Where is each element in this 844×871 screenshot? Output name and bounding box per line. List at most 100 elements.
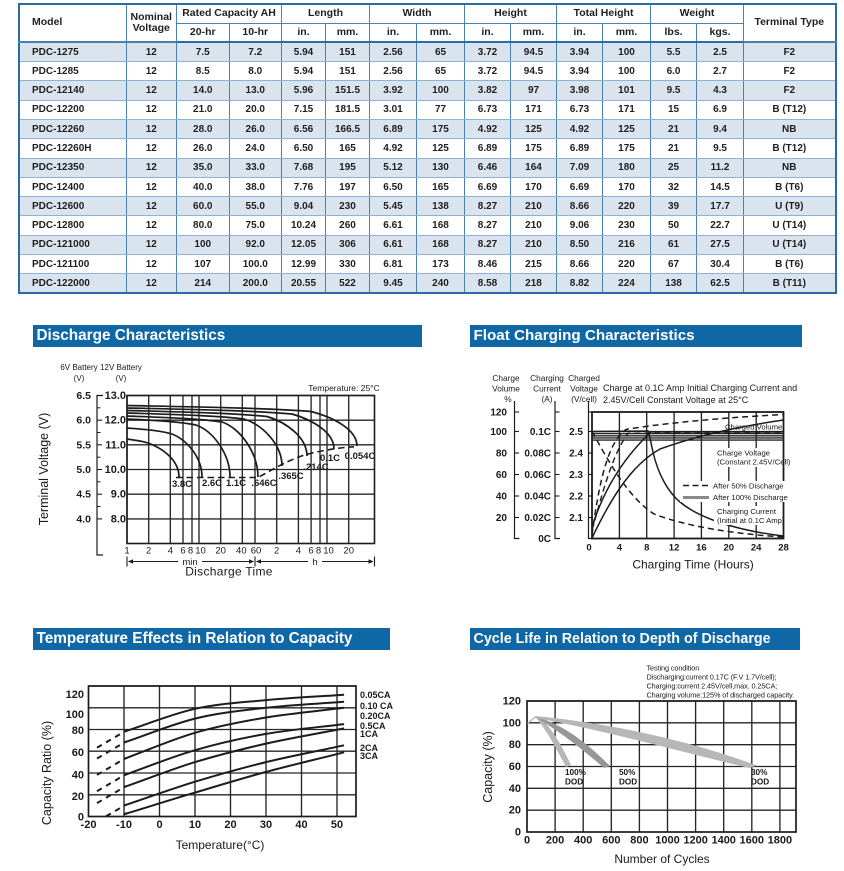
- svg-text:60: 60: [72, 747, 84, 759]
- svg-text:0: 0: [78, 812, 84, 824]
- svg-text:After 50% Discharge: After 50% Discharge: [713, 482, 784, 491]
- svg-text:24: 24: [751, 543, 762, 554]
- svg-text:1200: 1200: [683, 835, 707, 847]
- svg-text:Testing condition: Testing condition: [647, 664, 700, 673]
- svg-text:1: 1: [124, 546, 129, 557]
- svg-text:20: 20: [343, 546, 354, 557]
- svg-text:-10: -10: [116, 819, 132, 831]
- svg-text:Capacity Ratio (%): Capacity Ratio (%): [40, 721, 54, 825]
- svg-text:20: 20: [224, 819, 236, 831]
- svg-text:Charged Volume: Charged Volume: [725, 423, 782, 432]
- svg-text:600: 600: [602, 835, 620, 847]
- svg-text:12.0: 12.0: [105, 415, 126, 427]
- svg-text:20: 20: [724, 543, 735, 554]
- svg-text:0.1C: 0.1C: [530, 427, 551, 438]
- svg-text:2.2: 2.2: [569, 492, 583, 503]
- svg-text:100: 100: [503, 717, 521, 729]
- svg-text:10: 10: [189, 819, 201, 831]
- svg-text:30: 30: [260, 819, 272, 831]
- svg-text:20: 20: [215, 546, 226, 557]
- svg-text:1CA: 1CA: [360, 729, 379, 739]
- svg-text:12V Battery: 12V Battery: [100, 363, 142, 372]
- svg-text:2.6C: 2.6C: [202, 478, 222, 489]
- svg-text:60: 60: [496, 470, 508, 481]
- svg-text:80: 80: [496, 449, 508, 460]
- svg-text:0: 0: [524, 835, 530, 847]
- svg-text:2.3: 2.3: [569, 470, 583, 481]
- svg-text:Charge Voltage: Charge Voltage: [717, 449, 770, 458]
- svg-text:11.0: 11.0: [105, 439, 126, 451]
- svg-text:5.5: 5.5: [76, 439, 91, 451]
- svg-text:4: 4: [296, 546, 301, 557]
- svg-text:28: 28: [778, 543, 789, 554]
- svg-text:.646C: .646C: [251, 478, 276, 489]
- svg-text:2.5: 2.5: [569, 427, 583, 438]
- svg-text:800: 800: [630, 835, 648, 847]
- svg-text:10: 10: [195, 546, 206, 557]
- svg-text:100: 100: [66, 709, 84, 721]
- svg-text:0C: 0C: [538, 534, 551, 545]
- svg-text:60: 60: [251, 546, 262, 557]
- svg-text:-20: -20: [81, 819, 97, 831]
- svg-text:16: 16: [696, 543, 707, 554]
- svg-text:40: 40: [496, 492, 508, 503]
- svg-text:8: 8: [644, 543, 649, 554]
- svg-text:2.4: 2.4: [569, 449, 583, 460]
- svg-text:1400: 1400: [711, 835, 735, 847]
- svg-text:8: 8: [188, 546, 193, 557]
- svg-text:40: 40: [295, 819, 307, 831]
- svg-text:13.0: 13.0: [105, 390, 126, 402]
- svg-text:.214C: .214C: [303, 462, 328, 473]
- svg-text:0: 0: [586, 543, 591, 554]
- svg-text:Charging Current: Charging Current: [717, 507, 777, 516]
- svg-text:0.05CA: 0.05CA: [360, 690, 391, 700]
- svg-text:8.0: 8.0: [111, 513, 126, 525]
- svg-text:60: 60: [509, 761, 521, 773]
- svg-text:%: %: [504, 394, 512, 404]
- svg-text:Number of Cycles: Number of Cycles: [614, 852, 709, 866]
- svg-text:1800: 1800: [768, 835, 792, 847]
- svg-text:Charged: Charged: [568, 373, 600, 383]
- svg-text:40: 40: [509, 783, 521, 795]
- svg-text:20: 20: [509, 805, 521, 817]
- svg-text:120: 120: [490, 408, 507, 419]
- svg-text:400: 400: [574, 835, 592, 847]
- svg-text:3CA: 3CA: [360, 751, 379, 761]
- svg-text:10.0: 10.0: [105, 464, 126, 476]
- svg-text:5.0: 5.0: [76, 464, 91, 476]
- svg-text:(V/cell): (V/cell): [571, 394, 597, 404]
- svg-text:(A): (A): [541, 394, 552, 404]
- svg-text:0.20CA: 0.20CA: [360, 711, 391, 721]
- svg-text:80: 80: [509, 739, 521, 751]
- svg-text:Charging: Charging: [530, 373, 564, 383]
- svg-text:4.5: 4.5: [76, 489, 91, 501]
- svg-text:0.08C: 0.08C: [524, 449, 551, 460]
- svg-text:2.1: 2.1: [569, 513, 583, 524]
- svg-text:120: 120: [66, 689, 84, 701]
- svg-text:Voltage: Voltage: [570, 384, 598, 394]
- svg-text:20: 20: [496, 513, 508, 524]
- svg-text:0.054C: 0.054C: [345, 451, 376, 462]
- svg-text:1000: 1000: [655, 835, 679, 847]
- svg-text:0: 0: [515, 827, 521, 839]
- svg-text:40: 40: [236, 546, 247, 557]
- svg-text:0: 0: [156, 819, 162, 831]
- svg-text:4: 4: [168, 546, 173, 557]
- svg-text:(Constant 2.45V/Cell): (Constant 2.45V/Cell): [717, 458, 791, 467]
- svg-text:Charge: Charge: [492, 373, 520, 383]
- svg-text:3.8C: 3.8C: [172, 479, 192, 490]
- svg-text:0.1C: 0.1C: [320, 453, 340, 464]
- svg-text:Temperature(°C): Temperature(°C): [176, 838, 265, 852]
- svg-text:Charging:current 2.45V/cell,ma: Charging:current 2.45V/cell,max. 0.25CA;: [647, 682, 778, 691]
- svg-text:6: 6: [308, 546, 313, 557]
- svg-text:min: min: [182, 557, 197, 568]
- svg-text:30%: 30%: [751, 768, 768, 777]
- svg-text:Charging Time (Hours): Charging Time (Hours): [632, 558, 753, 572]
- svg-text:4.0: 4.0: [76, 513, 91, 525]
- svg-text:6V Battery: 6V Battery: [60, 363, 97, 372]
- svg-text:(Initial at 0.1C Amp): (Initial at 0.1C Amp): [717, 516, 785, 525]
- svg-text:6.0: 6.0: [76, 415, 91, 427]
- svg-text:Discharging:current 0.17C (F.V: Discharging:current 0.17C (F.V 1.7V/cell…: [647, 673, 777, 682]
- svg-text:4: 4: [617, 543, 623, 554]
- svg-text:1.1C: 1.1C: [226, 478, 246, 489]
